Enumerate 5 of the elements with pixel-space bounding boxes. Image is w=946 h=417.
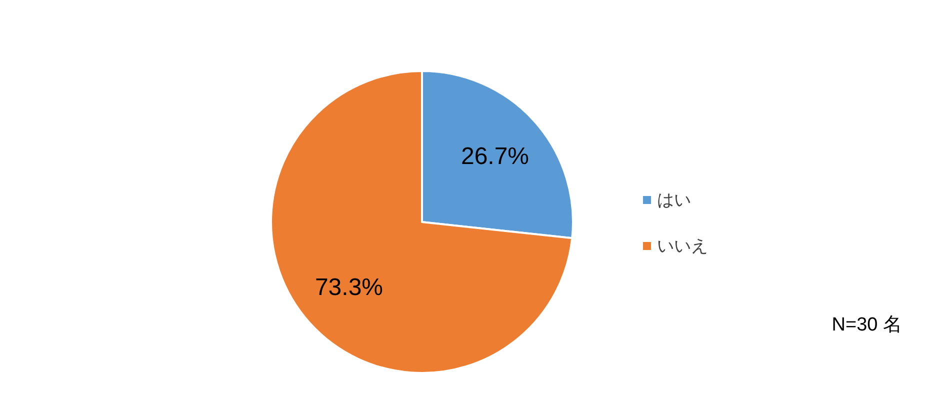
data-label: 26.7% [460,142,530,170]
legend-label: いいえ [657,236,708,256]
legend-label: はい [657,190,691,210]
text: N=30 名 [832,314,902,336]
data-label: 73.3% [314,274,384,302]
